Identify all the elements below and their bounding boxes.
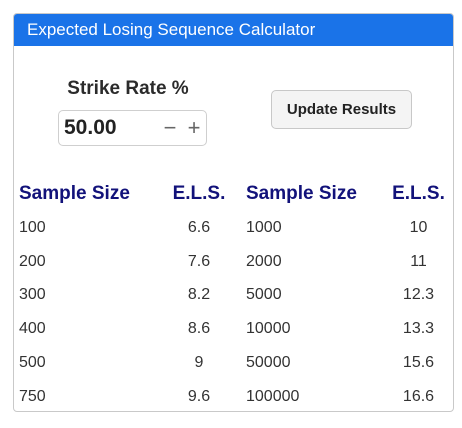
table-row: 100 6.6 1000 10 <box>17 211 451 245</box>
strike-rate-input[interactable] <box>59 115 158 141</box>
table-header-row: Sample Size E.L.S. Sample Size E.L.S. <box>17 177 451 211</box>
sample-size-cell: 2000 <box>246 252 282 270</box>
sample-size-cell: 5000 <box>246 286 282 304</box>
sample-size-cell: 200 <box>19 252 46 270</box>
els-cell: 15.6 <box>402 354 435 372</box>
table-row: 400 8.6 10000 13.3 <box>17 312 451 346</box>
strike-rate-label: Strike Rate % <box>67 78 189 99</box>
sample-size-cell: 100000 <box>246 387 300 405</box>
sample-size-cell: 750 <box>19 387 46 405</box>
sample-size-cell: 500 <box>19 354 46 372</box>
els-cell: 9 <box>194 354 204 372</box>
els-cell: 6.6 <box>187 218 211 236</box>
header-sample-size-1: Sample Size <box>19 183 130 204</box>
sample-size-cell: 10000 <box>246 320 291 338</box>
header-els-2: E.L.S. <box>392 183 445 204</box>
panel-title: Expected Losing Sequence Calculator <box>14 14 453 46</box>
sample-size-cell: 100 <box>19 218 46 236</box>
sample-size-cell: 400 <box>19 320 46 338</box>
els-cell: 10 <box>409 218 428 236</box>
sample-size-cell: 50000 <box>246 354 291 372</box>
table-row: 200 7.6 2000 11 <box>17 245 451 279</box>
sample-size-cell: 1000 <box>246 218 282 236</box>
els-cell: 9.6 <box>187 387 211 405</box>
els-cell: 8.2 <box>187 286 211 304</box>
results-table: Sample Size E.L.S. Sample Size E.L.S. 10… <box>17 177 451 411</box>
controls-area: Strike Rate % − + Update Results <box>14 46 453 166</box>
calculator-panel: Expected Losing Sequence Calculator Stri… <box>13 13 454 412</box>
els-cell: 13.3 <box>402 320 435 338</box>
table-row: 750 9.6 100000 16.6 <box>17 380 451 411</box>
table-row: 300 8.2 5000 12.3 <box>17 279 451 313</box>
header-sample-size-2: Sample Size <box>246 183 357 204</box>
els-cell: 8.6 <box>187 320 211 338</box>
plus-icon[interactable]: + <box>187 115 201 140</box>
sample-size-cell: 300 <box>19 286 46 304</box>
els-cell: 12.3 <box>402 286 435 304</box>
els-cell: 11 <box>410 252 427 270</box>
update-results-button[interactable]: Update Results <box>271 90 412 129</box>
table-row: 500 9 50000 15.6 <box>17 346 451 380</box>
minus-icon[interactable]: − <box>163 115 177 140</box>
strike-rate-stepper: − + <box>58 110 207 146</box>
els-cell: 7.6 <box>187 252 211 270</box>
els-cell: 16.6 <box>402 387 435 405</box>
header-els-1: E.L.S. <box>172 183 226 204</box>
